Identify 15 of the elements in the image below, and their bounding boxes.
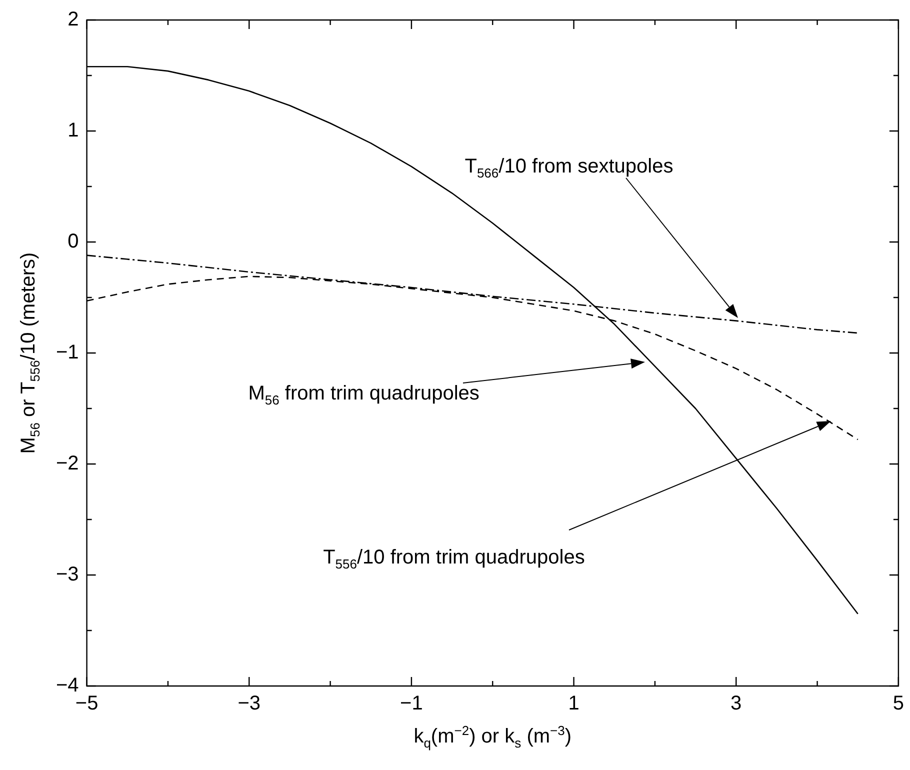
x-tick-label: −3 — [238, 692, 261, 715]
x-tick-label: −1 — [400, 692, 423, 715]
x-tick-label: 5 — [892, 692, 904, 715]
annotation: M$_{56}$ from trim quadrupoles — [248, 382, 480, 408]
text: k$_{q}$(m$^{−2}$) or k$_{s}$ (m$^{−3}$) — [414, 723, 572, 751]
y-tick-label: 0 — [68, 230, 79, 253]
y-tick-label: −2 — [56, 452, 79, 475]
x-tick-label: 3 — [730, 692, 742, 715]
x-tick-label: 1 — [568, 692, 580, 715]
y-tick-label: 2 — [68, 8, 79, 31]
y-tick-label: −1 — [56, 342, 79, 364]
y-tick-label: 1 — [68, 120, 79, 142]
annotation: T$_{556}$/10 from trim quadrupoles — [323, 546, 585, 572]
y-tick-label: −3 — [56, 564, 79, 586]
annotation: T$_{566}$/10 from sextupoles — [464, 156, 674, 181]
